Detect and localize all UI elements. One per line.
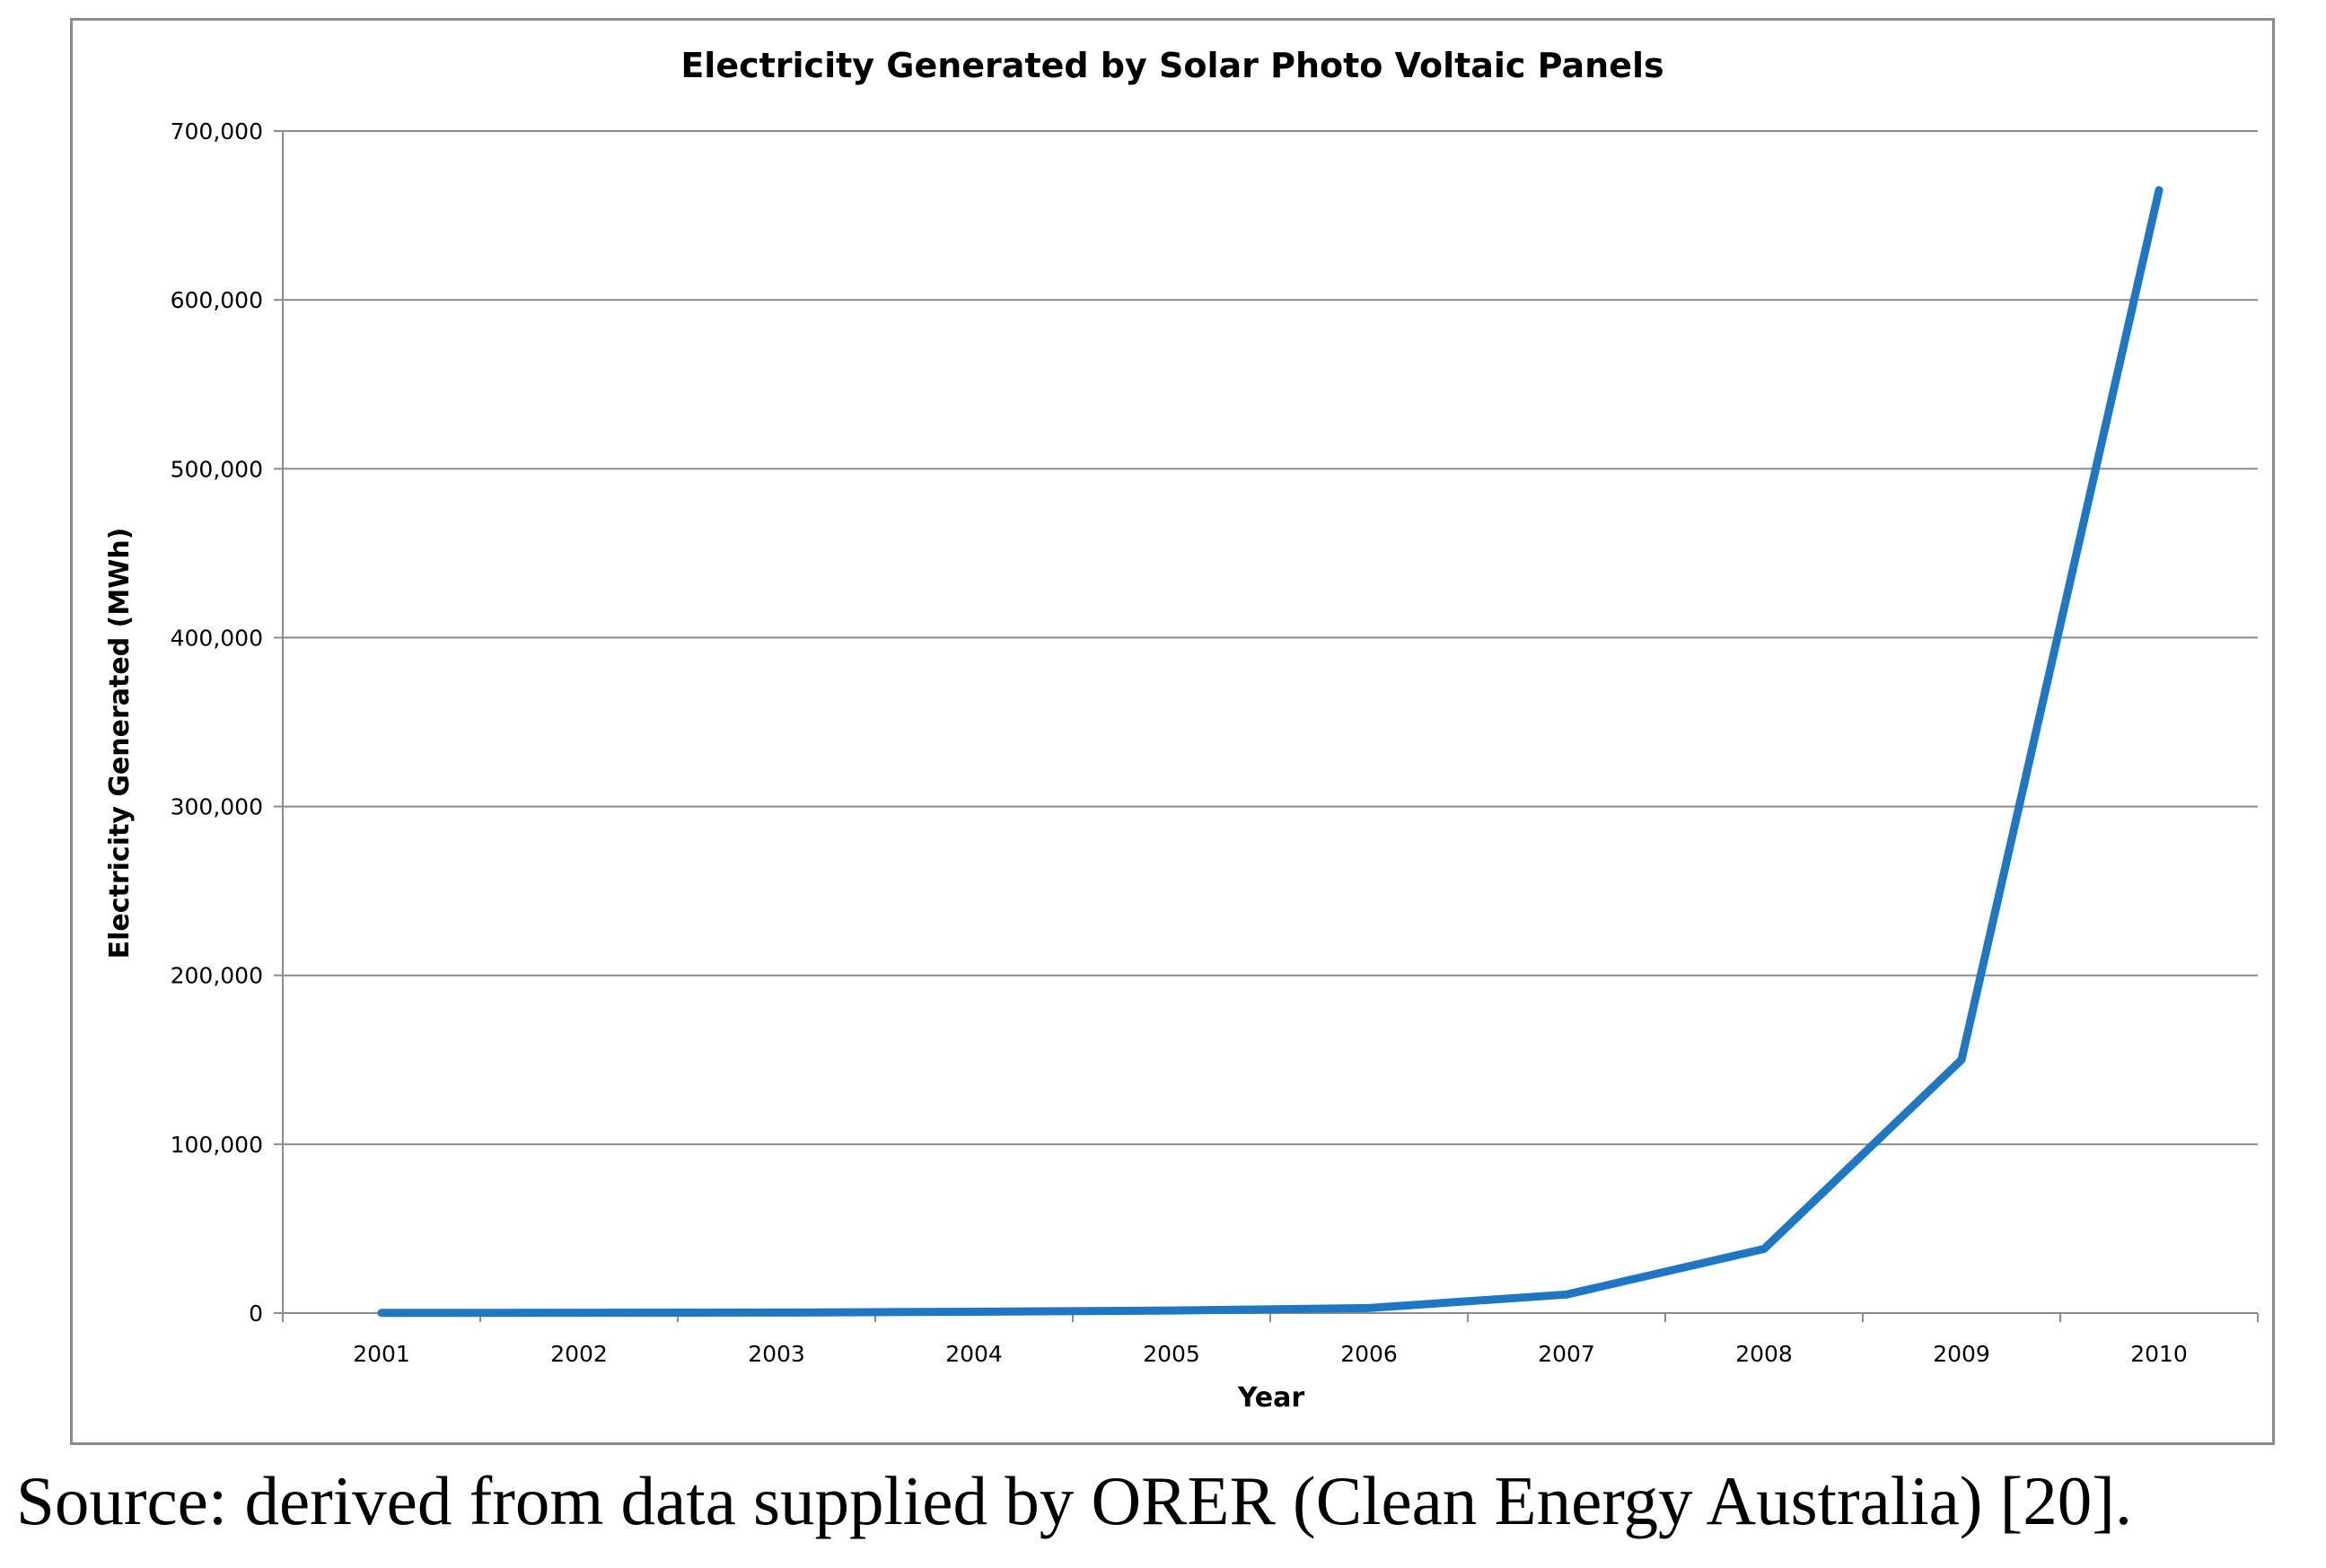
y-tick-label: 500,000 (171, 456, 263, 482)
y-tick-label: 700,000 (171, 118, 263, 145)
data-point (1565, 1292, 1568, 1297)
data-point (380, 1310, 383, 1315)
x-tick-label: 2002 (550, 1341, 608, 1367)
series-layer (377, 186, 2164, 1318)
x-tick-label: 2001 (353, 1341, 410, 1367)
data-point (775, 1310, 778, 1315)
source-caption: Source: derived from data supplied by OR… (16, 1462, 2133, 1539)
x-tick-label: 2003 (748, 1341, 805, 1367)
x-tick-label: 2007 (1538, 1341, 1595, 1367)
x-tick-label: 2008 (1735, 1341, 1793, 1367)
y-tick-label: 100,000 (171, 1132, 263, 1158)
data-point (972, 1310, 976, 1314)
data-point (1762, 1247, 1766, 1251)
chart-title: Electricity Generated by Solar Photo Vol… (680, 46, 1663, 85)
series-line (377, 186, 2164, 1318)
y-axis-label: Electricity Generated (MWh) (104, 528, 136, 959)
data-point (577, 1310, 581, 1315)
y-tick-labels: 0 100,000 200,000 300,000 400,000 500,000 600,… (171, 118, 263, 1327)
data-point (1960, 1057, 1963, 1062)
y-tick-label: 200,000 (171, 963, 263, 989)
gridlines (283, 130, 2258, 1145)
y-tick-label: 0 (249, 1301, 263, 1327)
x-tick-label: 2004 (945, 1341, 1003, 1367)
chart-frame: Electricity Generated by Solar Photo Vol… (70, 18, 2275, 1445)
x-tick-label: 2010 (2130, 1341, 2188, 1367)
x-axis-label: Year (1237, 1382, 1305, 1414)
y-tick-label: 300,000 (171, 794, 263, 820)
x-tick-label: 2009 (1933, 1341, 1990, 1367)
x-tick-label: 2006 (1340, 1341, 1398, 1367)
data-point (1170, 1309, 1173, 1313)
x-tick-labels: 2001 2002 2003 2004 2005 2006 2007 2008 2009 2010 (353, 1341, 2188, 1367)
data-point (1367, 1306, 1371, 1310)
x-tick-label: 2005 (1143, 1341, 1200, 1367)
y-tick-label: 400,000 (171, 625, 263, 651)
y-tick-label: 600,000 (171, 287, 263, 313)
data-point (2157, 188, 2161, 192)
line-chart: Electricity Generated by Solar Photo Vol… (104, 46, 2259, 1414)
